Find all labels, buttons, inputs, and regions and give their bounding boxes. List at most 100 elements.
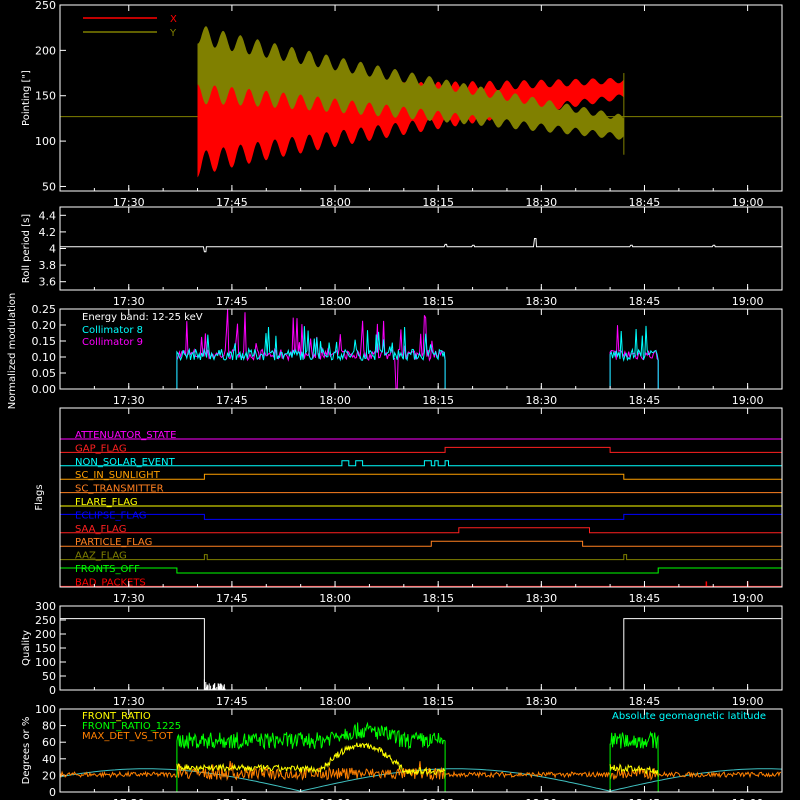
x-tick-label: 19:00: [732, 295, 764, 308]
y-tick-label: 0: [49, 684, 56, 697]
x-tick-label: 17:45: [216, 196, 248, 209]
roll-period-line: [60, 238, 782, 253]
x-tick-label: 17:45: [216, 295, 248, 308]
y-axis-label: Roll period [s]: [21, 214, 32, 283]
y-tick-label: 4: [49, 243, 56, 256]
front-ratio-1225-line: [176, 721, 446, 792]
flag-label: PARTICLE_FLAG: [75, 537, 152, 548]
x-tick-label: 18:30: [525, 394, 557, 407]
x-tick-label: 17:30: [113, 695, 145, 708]
y-axis-label: Quality: [21, 630, 32, 666]
x-tick-label: 18:30: [525, 196, 557, 209]
x-tick-label: 18:00: [319, 797, 351, 800]
modulation-panel: 0.00 0.05 0.10 0.15 0.20 0.25 Normalized modul…: [7, 293, 783, 410]
y-tick-label: 100: [35, 703, 56, 716]
pointing-panel: 50 100 150 200 250 Pointing ["] XY 17:30 17:45 18…: [21, 0, 783, 209]
x-tick-label: 17:45: [216, 695, 248, 708]
x-tick-label: 18:45: [629, 196, 661, 209]
front-ratio-line: [609, 763, 659, 775]
x-tick-label: 17:45: [216, 394, 248, 407]
x-tick-label: 19:00: [732, 695, 764, 708]
x-tick-label: 18:15: [422, 295, 454, 308]
modulation-collimator-8-line: [609, 325, 659, 389]
x-tick-label: 17:30: [113, 295, 145, 308]
x-tick-label: 18:00: [319, 196, 351, 209]
flag-line: [60, 460, 782, 467]
x-tick-label: 18:30: [525, 295, 557, 308]
flag-line: [60, 513, 782, 520]
y-axis-label: Pointing ["]: [21, 70, 32, 126]
pointing-y-envelope: [197, 26, 624, 140]
flag-label: SC_IN_SUNLIGHT: [75, 470, 161, 481]
x-tick-label: 18:15: [422, 797, 454, 800]
y-tick-label: 80: [42, 720, 56, 733]
flag-label: ECLIPSE_FLAG: [75, 510, 146, 521]
roll-period-panel: 3.6 3.8 4 4.2 4.4 Roll period [s] 17:30 17:45 18…: [21, 206, 783, 308]
y-tick-label: 0.10: [32, 351, 57, 364]
x-tick-label: 18:00: [319, 295, 351, 308]
x-tick-label: 18:45: [629, 394, 661, 407]
x-tick-label: 18:30: [525, 695, 557, 708]
modulation-legend-entry: Collimator 9: [82, 337, 143, 348]
flag-label: GAP_FLAG: [75, 443, 127, 454]
modulation-collimator-9-line: [609, 325, 659, 389]
x-tick-label: 17:30: [113, 196, 145, 209]
y-tick-label: 150: [35, 90, 56, 103]
y-tick-label: 50: [42, 670, 56, 683]
modulation-legend-entry: Collimator 8: [82, 325, 143, 336]
x-tick-label: 18:45: [629, 695, 661, 708]
max-det-vs-tot-line: [59, 760, 782, 782]
quality-line: [623, 618, 783, 690]
flags-panel: Flags ATTENUATOR_STATE GAP_FLAG NON_SOLAR_E…: [34, 407, 783, 605]
y-tick-label: 200: [35, 44, 56, 57]
y-tick-label: 150: [35, 642, 56, 655]
y-axis-label: Normalized modulation: [7, 293, 18, 410]
ratios-legend-entry: MAX_DET_VS_TOT: [82, 731, 174, 742]
modulation-collimator-8-line: [176, 326, 446, 389]
front-ratio-line: [176, 742, 446, 776]
y-tick-label: 4.4: [39, 209, 57, 222]
legend-label-y: Y: [169, 28, 177, 39]
x-tick-label: 18:45: [629, 797, 661, 800]
plot-frame: [59, 4, 783, 192]
plot-frame: [59, 206, 783, 291]
x-tick-label: 18:30: [525, 592, 557, 605]
flag-line: [60, 446, 782, 453]
flag-label: BAD_PACKETS: [75, 577, 146, 588]
x-tick-label: 18:15: [422, 394, 454, 407]
flag-line: [60, 527, 782, 534]
y-tick-label: 250: [35, 614, 56, 627]
y-tick-label: 100: [35, 135, 56, 148]
x-tick-label: 17:30: [113, 394, 145, 407]
flag-label: SAA_FLAG: [75, 524, 126, 535]
y-tick-label: 3.8: [39, 259, 57, 272]
y-tick-label: 0.00: [32, 383, 57, 396]
y-tick-label: 0.05: [32, 367, 57, 380]
quality-line: [59, 618, 205, 690]
flag-line: [60, 473, 782, 480]
x-tick-label: 18:15: [422, 695, 454, 708]
modulation-legend-title: Energy band: 12-25 keV: [82, 312, 203, 323]
legend-label-x: X: [170, 14, 177, 25]
y-tick-label: 250: [35, 0, 56, 12]
flag-label: ATTENUATOR_STATE: [75, 430, 176, 441]
x-tick-label: 18:00: [319, 394, 351, 407]
y-tick-label: 4.2: [39, 226, 57, 239]
x-tick-label: 19:00: [732, 394, 764, 407]
plot-frame: [59, 407, 783, 588]
x-tick-label: 18:45: [629, 295, 661, 308]
x-tick-label: 18:00: [319, 695, 351, 708]
x-tick-label: 17:45: [216, 797, 248, 800]
x-tick-label: 18:45: [629, 592, 661, 605]
x-tick-label: 18:15: [422, 196, 454, 209]
flag-label: NON_SOLAR_EVENT: [75, 457, 176, 468]
ratios-legend-entry: FRONT_RATIO_1225: [82, 721, 181, 732]
plot-frame: [59, 605, 783, 691]
geomagnetic-annotation: Absolute geomagnetic latitude: [612, 711, 766, 722]
x-tick-label: 18:30: [525, 797, 557, 800]
plot-frame: [59, 708, 783, 793]
modulation-collimator-9-line: [176, 309, 446, 390]
y-tick-label: 0.15: [32, 335, 57, 348]
x-tick-label: 17:30: [113, 592, 145, 605]
